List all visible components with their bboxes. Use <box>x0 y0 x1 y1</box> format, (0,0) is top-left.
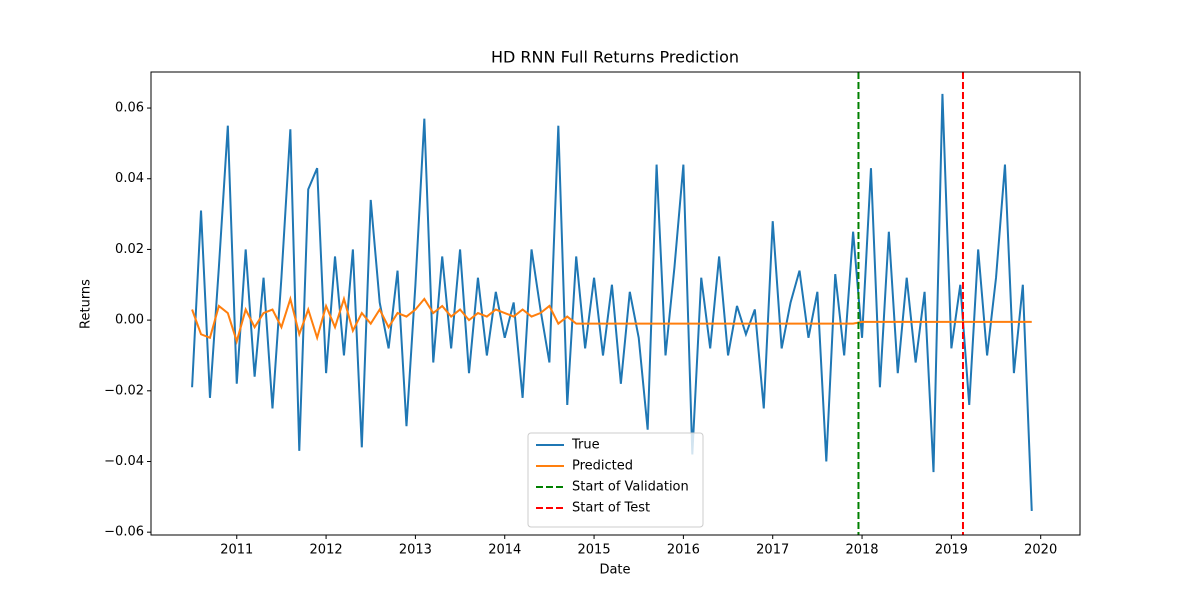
x-tick-label: 2015 <box>578 543 611 558</box>
x-tick-label: 2019 <box>935 543 968 558</box>
x-tick-label: 2011 <box>220 543 253 558</box>
x-tick-label: 2013 <box>399 543 432 558</box>
x-tick-label: 2016 <box>667 543 700 558</box>
legend: True Predicted Start of Validation Start of… <box>527 432 704 528</box>
y-tick-label: 0.02 <box>115 242 144 257</box>
x-tick-label: 2014 <box>488 543 521 558</box>
x-axis-label: Date <box>599 563 630 578</box>
y-axis-label: Returns <box>79 279 94 329</box>
y-tick-label: −0.06 <box>104 525 144 540</box>
plot-frame <box>150 71 1081 536</box>
x-tick-label: 2020 <box>1024 543 1057 558</box>
x-tick-label: 2017 <box>756 543 789 558</box>
y-tick-label: 0.06 <box>115 101 144 116</box>
y-tick-label: 0.04 <box>115 171 144 186</box>
x-tick-label: 2018 <box>845 543 878 558</box>
y-tick-label: 0.00 <box>115 313 144 328</box>
series-line <box>191 93 1033 512</box>
legend-label: Predicted <box>572 459 633 474</box>
legend-label: Start of Test <box>572 501 650 516</box>
series-line <box>191 295 1032 345</box>
legend-box <box>527 432 704 528</box>
x-tick-label: 2012 <box>310 543 343 558</box>
y-tick-label: −0.02 <box>104 383 144 398</box>
legend-label: Start of Validation <box>572 480 689 495</box>
legend-label: True <box>571 438 600 453</box>
y-tick-label: −0.04 <box>104 454 144 469</box>
chart-title: HD RNN Full Returns Prediction <box>491 48 739 67</box>
